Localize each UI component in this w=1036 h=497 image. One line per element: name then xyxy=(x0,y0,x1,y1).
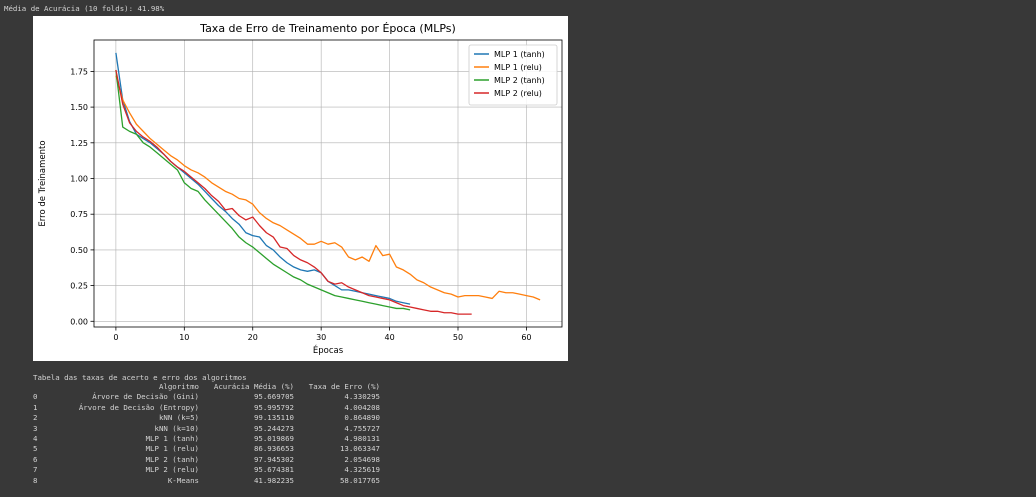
algorithm-name: K-Means xyxy=(167,475,199,485)
mean-accuracy: 95.995792 xyxy=(253,402,294,412)
table-header-row: Algoritmo Acurácia Média (%) Taxa de Err… xyxy=(33,382,380,392)
header-index xyxy=(33,382,53,392)
table-row: 7 MLP 2 (relu) 95.674381 4.325619 xyxy=(33,465,380,475)
y-tick-label: 0.00 xyxy=(70,317,88,326)
x-tick-label: 20 xyxy=(248,333,258,342)
y-tick-label: 0.25 xyxy=(70,282,88,291)
results-table: Algoritmo Acurácia Média (%) Taxa de Err… xyxy=(33,382,380,486)
table-row: 5 MLP 1 (relu) 86.936653 13.063347 xyxy=(33,444,380,454)
row-index: 8 xyxy=(33,475,38,485)
table-row: 4 MLP 1 (tanh) 95.019869 4.980131 xyxy=(33,434,380,444)
y-tick-label: 1.00 xyxy=(70,175,88,184)
table-row: 1 Árvore de Decisão (Entropy) 95.995792 4.0… xyxy=(33,403,380,413)
mean-accuracy: 41.982235 xyxy=(253,475,294,485)
table-row: 0 Árvore de Decisão (Gini) 95.669705 4.3302… xyxy=(33,392,380,402)
x-tick-label: 50 xyxy=(453,333,463,342)
mean-accuracy: 95.019869 xyxy=(253,434,294,444)
row-index: 7 xyxy=(33,465,38,475)
error-rate: 4.330295 xyxy=(344,392,380,402)
error-rate: 4.980131 xyxy=(344,434,380,444)
header-taxa-erro: Taxa de Erro (%) xyxy=(308,382,380,391)
legend-entry: MLP 2 (relu) xyxy=(494,89,542,98)
plot-area-frame xyxy=(93,39,563,328)
x-axis-label: Épocas xyxy=(313,344,344,356)
algorithm-name: Árvore de Decisão (Entropy) xyxy=(78,402,199,412)
row-index: 4 xyxy=(33,434,38,444)
algorithm-name: kNN (k=5) xyxy=(158,413,199,423)
table-row: 6 MLP 2 (tanh) 97.945302 2.054698 xyxy=(33,455,380,465)
chart-legend: MLP 1 (tanh) MLP 1 (relu) MLP 2 (tanh) MLP … xyxy=(468,44,558,106)
row-index: 5 xyxy=(33,444,38,454)
algorithm-name: kNN (k=10) xyxy=(154,423,200,433)
algorithm-name: MLP 2 (tanh) xyxy=(145,454,199,464)
training-error-chart: 0 10 20 30 40 50 60 0.00 0.25 0.50 0.75 1.00 1.25 1.5… xyxy=(38,22,563,356)
error-rate: 0.864890 xyxy=(344,413,380,423)
row-index: 1 xyxy=(33,402,38,412)
mean-accuracy: 95.674381 xyxy=(253,465,294,475)
series-line-mlp-2-relu xyxy=(115,69,472,315)
y-axis-label: Erro de Treinamento xyxy=(38,140,48,226)
chart-title: Taxa de Erro de Treinamento por Época (M… xyxy=(199,22,456,35)
x-tick-label: 10 xyxy=(179,333,189,342)
legend-entry: MLP 1 (relu) xyxy=(494,63,542,72)
table-row: 8 K-Means 41.982235 58.017765 xyxy=(33,476,380,486)
error-rate: 4.004208 xyxy=(344,402,380,412)
mean-accuracy: 95.244273 xyxy=(253,423,294,433)
y-tick-label: 1.50 xyxy=(70,103,88,112)
error-rate: 4.325619 xyxy=(344,465,380,475)
x-tick-label: 40 xyxy=(384,333,394,342)
error-rate: 13.063347 xyxy=(339,444,380,454)
x-tick-label: 30 xyxy=(316,333,326,342)
accuracy-output-line: Média de Acurácia (10 folds): 41.98% xyxy=(4,4,165,13)
header-algoritmo: Algoritmo xyxy=(158,382,199,391)
algorithm-name: Árvore de Decisão (Gini) xyxy=(92,392,199,402)
error-chart-figure: 0 10 20 30 40 50 60 0.00 0.25 0.50 0.75 1.00 1.25 1.5… xyxy=(33,16,568,361)
error-rate: 58.017765 xyxy=(339,475,380,485)
error-rate: 4.755727 xyxy=(344,423,380,433)
table-row: 3 kNN (k=10) 95.244273 4.755727 xyxy=(33,424,380,434)
y-tick-label: 1.25 xyxy=(70,139,88,148)
table-row: 2 kNN (k=5) 99.135110 0.864890 xyxy=(33,413,380,423)
x-tick-label: 0 xyxy=(113,333,118,342)
header-acuracia: Acurácia Média (%) xyxy=(213,382,294,391)
algorithm-name: MLP 1 (relu) xyxy=(145,444,199,454)
error-rate: 2.054698 xyxy=(344,454,380,464)
table-title: Tabela das taxas de acerto e erro dos al… xyxy=(33,373,247,382)
mean-accuracy: 95.669705 xyxy=(253,392,294,402)
y-tick-label: 0.75 xyxy=(70,210,88,219)
row-index: 6 xyxy=(33,454,38,464)
y-tick-label: 0.50 xyxy=(70,246,88,255)
mean-accuracy: 99.135110 xyxy=(253,413,294,423)
legend-box xyxy=(468,44,558,106)
x-tick-label: 60 xyxy=(521,333,531,342)
series-line-mlp-1-relu xyxy=(115,75,541,301)
mean-accuracy: 97.945302 xyxy=(253,454,294,464)
mean-accuracy: 86.936653 xyxy=(253,444,294,454)
row-index: 3 xyxy=(33,423,38,433)
algorithm-name: MLP 2 (relu) xyxy=(145,465,199,475)
algorithm-name: MLP 1 (tanh) xyxy=(145,434,199,444)
y-tick-label: 1.75 xyxy=(70,67,88,76)
legend-entry: MLP 1 (tanh) xyxy=(494,50,545,59)
row-index: 0 xyxy=(33,392,38,402)
series-line-mlp-2-tanh xyxy=(115,69,411,311)
row-index: 2 xyxy=(33,413,38,423)
legend-entry: MLP 2 (tanh) xyxy=(494,76,545,85)
